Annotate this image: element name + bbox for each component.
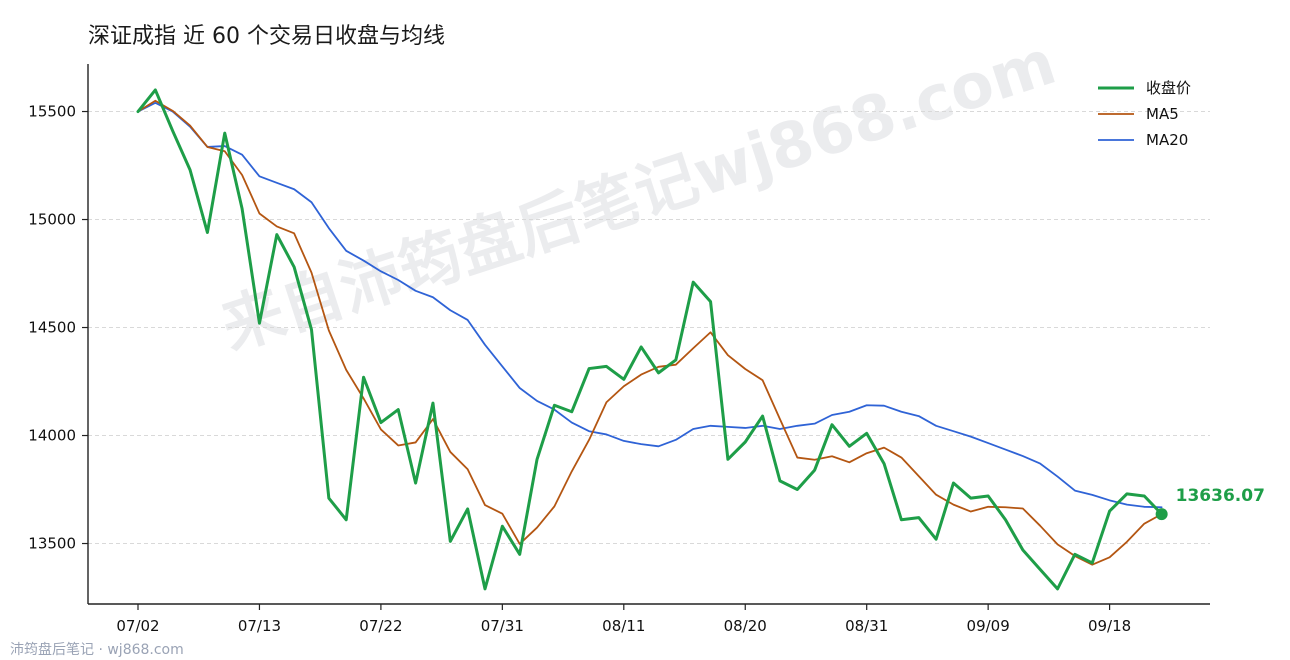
series-line-ma20 [137, 101, 1163, 509]
axes: 13500 14000 14500 15000 15500 07/02 07/13 07/22… [28, 64, 1210, 635]
watermark-text: 来自沛筠盘后笔记wj868.com [213, 25, 1064, 364]
x-tick-label-4: 08/11 [602, 617, 645, 635]
legend: 收盘价 MA5 MA20 [1098, 79, 1191, 149]
x-tick-label-6: 08/31 [845, 617, 888, 635]
watermark: 来自沛筠盘后笔记wj868.com [213, 25, 1064, 364]
y-tick-label-0: 13500 [28, 535, 76, 553]
y-tick-label-3: 15000 [28, 211, 76, 229]
x-tick-label-5: 08/20 [724, 617, 767, 635]
y-tick-label-4: 15500 [28, 103, 76, 121]
series: 13636.07 [136, 88, 1265, 591]
last-value-label: 13636.07 [1176, 486, 1265, 506]
footer-credit: 沛筠盘后笔记 · wj868.com [10, 642, 184, 658]
x-tick-label-8: 09/18 [1088, 617, 1131, 635]
series-line-close [136, 88, 1164, 591]
chart-title: 深证成指 近 60 个交易日收盘与均线 [88, 24, 445, 49]
y-tick-label-1: 14000 [28, 427, 76, 445]
legend-label-1: MA5 [1146, 105, 1179, 123]
x-tick-label-2: 07/22 [359, 617, 402, 635]
x-tick-label-7: 09/09 [967, 617, 1010, 635]
x-tick-label-3: 07/31 [481, 617, 524, 635]
x-tick-label-1: 07/13 [238, 617, 281, 635]
legend-label-0: 收盘价 [1146, 79, 1191, 97]
x-tick-label-0: 07/02 [116, 617, 159, 635]
series-line-ma5 [137, 99, 1163, 566]
y-tick-label-2: 14500 [28, 319, 76, 337]
legend-label-2: MA20 [1146, 131, 1188, 149]
grid [88, 111, 1210, 545]
last-point-marker [1155, 508, 1168, 521]
